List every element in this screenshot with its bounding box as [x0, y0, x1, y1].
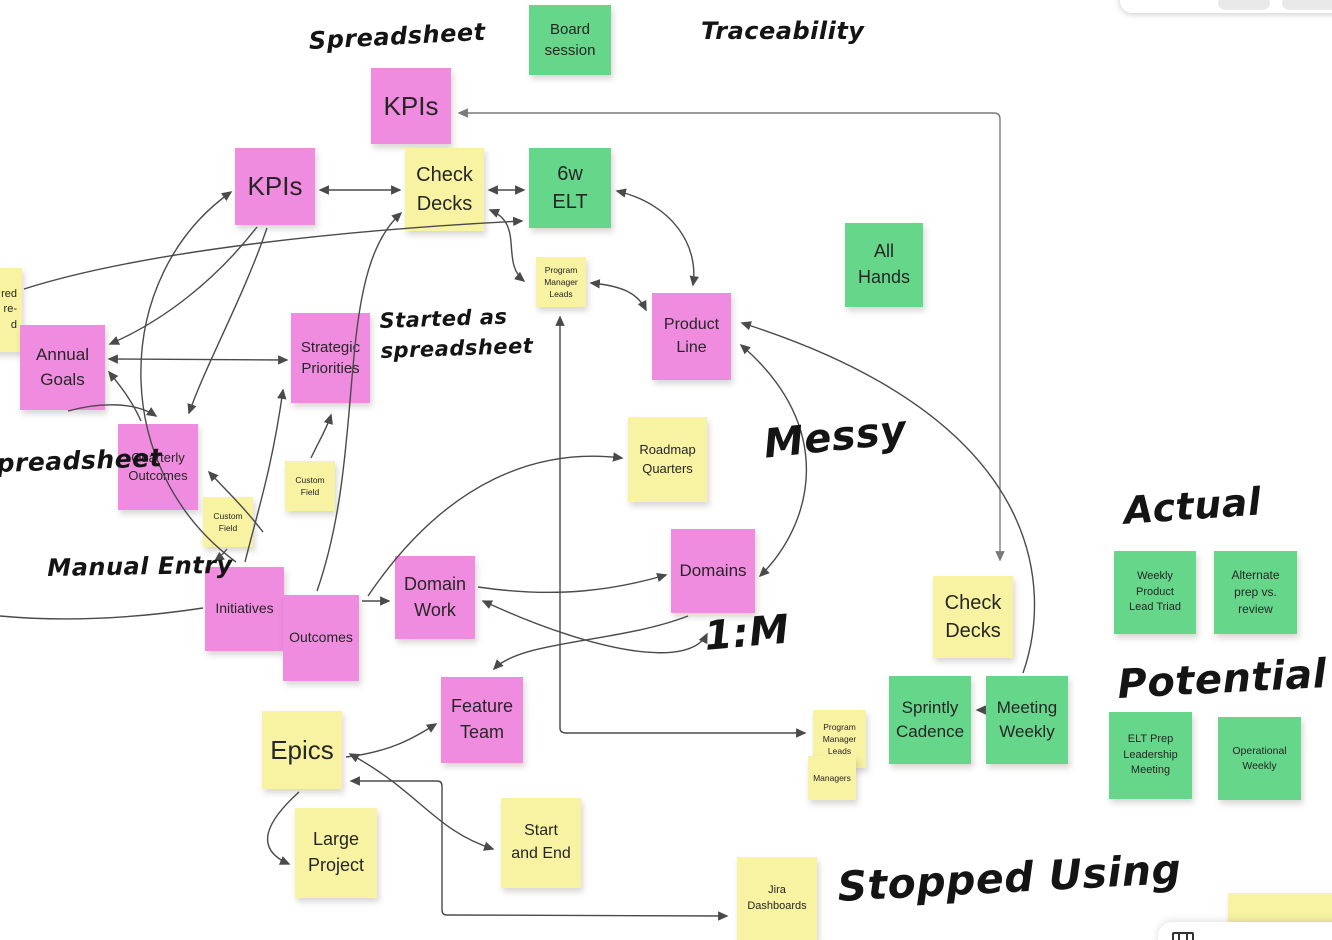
handwriting-one-to-many[interactable]: 1:M — [702, 606, 792, 660]
sticky-text-line: Weekly — [1242, 759, 1277, 772]
handwriting-stopped-using[interactable]: Stopped Using — [836, 844, 1183, 911]
sticky-annual-goals[interactable]: Annual Goals — [20, 325, 105, 410]
sticky-text-line: Work — [414, 599, 456, 620]
sticky-text-line: Alternate — [1231, 567, 1280, 582]
sticky-initiatives[interactable]: Initiatives — [205, 567, 284, 651]
sticky-text-line: session — [544, 42, 596, 59]
sticky-text-line: Meeting — [1130, 764, 1171, 777]
sticky-text-line: Weekly — [1137, 570, 1173, 583]
sticky-kpis-left[interactable]: KPIs — [235, 148, 315, 225]
sticky-epics[interactable]: Epics — [262, 711, 342, 789]
sticky-text-line: Annual — [36, 345, 89, 365]
handwriting-potential[interactable]: Potential — [1116, 651, 1328, 708]
panel-button[interactable] — [1282, 0, 1332, 10]
sticky-text-line: Sprintly — [901, 697, 959, 717]
sticky-meeting-weekly[interactable]: Meeting Weekly — [986, 676, 1068, 764]
sticky-text-line: prep vs. — [1234, 584, 1277, 599]
sticky-text-line: d — [10, 318, 17, 331]
sticky-text-line: Leadership — [1123, 748, 1178, 761]
sticky-text-line: Initiatives — [215, 600, 274, 617]
sticky-feature-team[interactable]: Feature Team — [441, 677, 523, 763]
sticky-sprintly-cadence[interactable]: Sprintly Cadence — [889, 676, 971, 764]
context-toolbar-bottom-right[interactable] — [1158, 922, 1332, 940]
handwriting-actual[interactable]: Actual — [1122, 479, 1263, 533]
sticky-weekly-product-lead-triad[interactable]: Weekly Product Lead Triad — [1114, 551, 1196, 634]
sticky-jira-dashboards[interactable]: Jira Dashboards — [737, 857, 817, 940]
sticky-board-session[interactable]: Board session — [529, 5, 611, 75]
sticky-text-line: KPIs — [383, 90, 439, 121]
sticky-text-line: Weekly — [999, 722, 1055, 741]
handwriting-traceability[interactable]: Traceability — [701, 17, 865, 45]
sticky-text-line: red — [1, 287, 17, 300]
sticky-text-line: Goals — [40, 369, 85, 389]
panel-button[interactable] — [1218, 0, 1270, 10]
sticky-text-line: Team — [459, 722, 504, 742]
sticky-text-line: Epics — [270, 734, 334, 765]
sticky-text-line: Meeting — [996, 697, 1058, 717]
sticky-text-line: Manager — [822, 733, 857, 744]
sticky-text-line: review — [1238, 602, 1273, 617]
sticky-text-line: Product — [1136, 585, 1174, 598]
minimized-panel-top-right[interactable] — [1120, 0, 1332, 13]
sticky-text-line: Board — [549, 20, 591, 38]
sticky-text-line: Jira — [768, 883, 786, 896]
sticky-text-line: Outcomes — [289, 629, 353, 646]
sticky-text-line: Custom — [295, 474, 325, 485]
grid-icon[interactable] — [1172, 932, 1194, 940]
sticky-text-line: Managers — [813, 772, 851, 783]
sticky-text-line: Feature — [450, 696, 514, 717]
sticky-text-line: Cadence — [895, 722, 965, 741]
sticky-text-line: Lead Triad — [1129, 601, 1181, 614]
handwriting-messy[interactable]: Messy — [761, 407, 909, 468]
sticky-text-line: KPIs — [247, 171, 303, 202]
sticky-shared-spreadsheet-cut[interactable]: red re-d — [0, 268, 22, 352]
handwriting-manual-entry[interactable]: Manual Entry — [47, 550, 233, 582]
sticky-text-line: Dashboards — [747, 899, 807, 912]
sticky-text-line: Field — [300, 487, 320, 497]
sticky-text-line: Leads — [827, 746, 852, 757]
handwriting-spreadsheet-left[interactable]: preadsheet — [0, 443, 163, 478]
sticky-outcomes[interactable]: Outcomes — [283, 595, 359, 681]
sticky-elt-prep-leadership-meeting[interactable]: ELT Prep Leadership Meeting — [1109, 712, 1192, 799]
sticky-text-line: Operational — [1232, 744, 1287, 757]
sticky-text-line: ELT Prep — [1127, 733, 1174, 746]
handwriting-started-as[interactable]: Started as spreadsheet — [379, 304, 534, 364]
sticky-text-line: Program — [823, 721, 856, 732]
sticky-kpis-top[interactable]: KPIs — [371, 68, 451, 144]
handwriting-spreadsheet-top[interactable]: Spreadsheet — [308, 17, 487, 55]
sticky-operational-weekly[interactable]: Operational Weekly — [1218, 717, 1301, 800]
sticky-alternate-prep-vs-review[interactable]: Alternate prep vs. review — [1214, 551, 1297, 634]
sticky-managers[interactable]: Managers — [808, 756, 856, 800]
sticky-text-line: re- — [3, 303, 17, 316]
sticky-text-line: Large — [312, 829, 360, 850]
